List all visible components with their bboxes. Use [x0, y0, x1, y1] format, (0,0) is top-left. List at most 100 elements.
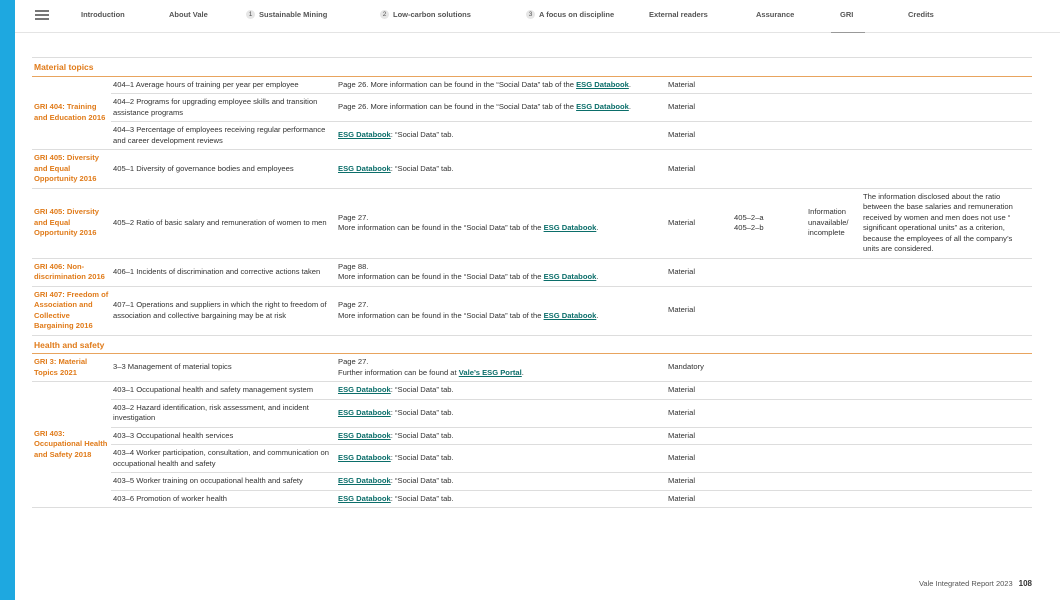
nav-label: About Vale: [169, 10, 208, 19]
gri-standard: GRI 407: Freedom of Association and Coll…: [32, 286, 111, 336]
side-strip: [0, 0, 15, 600]
text: : “Social Data” tab.: [390, 163, 454, 173]
text: Page 26. More information can be found i…: [338, 79, 577, 89]
text: .: [628, 79, 631, 89]
material: Mandatory: [666, 353, 732, 382]
location-line: More information can be found in the “So…: [338, 272, 664, 283]
text: : “Social Data” tab.: [390, 493, 454, 503]
table-row: GRI 407: Freedom of Association and Coll…: [32, 286, 1033, 336]
nav-item[interactable]: 2 Low-carbon solutions: [380, 10, 471, 19]
disclosure: 407–1 Operations and suppliers in which …: [111, 286, 336, 336]
table-row: 404–2 Programs for upgrading employee sk…: [32, 93, 1033, 122]
reason: [806, 121, 861, 150]
text: More information can be found in the “So…: [338, 310, 544, 320]
location: ESG Databook: “Social Data” tab.: [336, 490, 666, 508]
link[interactable]: ESG Databook: [543, 310, 597, 320]
material: Material: [666, 258, 732, 287]
reason: [806, 472, 861, 491]
text: More information can be found in the “So…: [338, 223, 544, 232]
disclosure: 406–1 Incidents of discrimination and co…: [111, 258, 336, 287]
nav-item[interactable]: About Vale: [169, 10, 208, 19]
material: Material: [666, 149, 732, 189]
section-title: Material topics: [32, 57, 1033, 77]
menu-button[interactable]: [35, 10, 49, 20]
omission: [732, 490, 806, 508]
link[interactable]: ESG Databook: [338, 385, 391, 394]
location-line: More information can be found in the “So…: [338, 223, 664, 234]
text: Page 27.: [338, 357, 369, 366]
nav-item[interactable]: Credits: [908, 10, 934, 19]
link[interactable]: ESG Databook: [338, 163, 391, 173]
nav-label: Low-carbon solutions: [393, 10, 471, 19]
table-row: GRI 403: Occupational Health and Safety …: [32, 381, 1033, 508]
text: .: [521, 367, 524, 377]
link[interactable]: ESG Databook: [576, 102, 629, 112]
link[interactable]: ESG Databook: [576, 79, 629, 89]
material: Material: [666, 188, 732, 259]
location: ESG Databook: “Social Data” tab.: [336, 444, 666, 473]
link[interactable]: ESG Databook: [338, 407, 391, 417]
disclosure: 404–1 Average hours of training per year…: [111, 76, 336, 94]
location-line: Page 27.: [338, 357, 664, 368]
explanation: The information disclosed about the rati…: [861, 188, 1033, 259]
link[interactable]: ESG Databook: [338, 430, 391, 440]
text: .: [596, 310, 599, 320]
nav-item[interactable]: Assurance: [756, 10, 794, 19]
location-line: ESG Databook: “Social Data” tab.: [338, 431, 664, 442]
reason: [806, 399, 861, 428]
link[interactable]: Vale’s ESG Portal: [458, 367, 522, 377]
table-row: 403–3 Occupational health services ESG Da…: [32, 427, 1033, 445]
text: : “Social Data” tab.: [390, 476, 454, 485]
material: Material: [666, 286, 732, 336]
omission: [732, 258, 806, 287]
link[interactable]: ESG Databook: [338, 493, 391, 503]
text: : “Social Data” tab.: [390, 430, 454, 440]
omission: [732, 353, 806, 382]
reason: [806, 76, 861, 94]
footer: Vale Integrated Report 2023 108: [919, 579, 1032, 588]
material: Material: [666, 472, 732, 491]
location-line: Page 88.: [338, 262, 664, 273]
gri-standard: GRI 404: Training and Education 2016: [32, 76, 111, 150]
nav-label: Sustainable Mining: [259, 10, 328, 19]
gri-standard: GRI 405: Diversity and Equal Opportunity…: [32, 188, 111, 259]
disclosure: 404–2 Programs for upgrading employee sk…: [111, 93, 336, 122]
location-line: Page 26. More information can be found i…: [338, 102, 664, 113]
reason: [806, 490, 861, 508]
explanation: [861, 444, 1033, 473]
explanation: [861, 149, 1033, 189]
material: Material: [666, 76, 732, 94]
nav-item[interactable]: 3 A focus on discipline: [526, 10, 614, 19]
link[interactable]: ESG Databook: [543, 223, 597, 232]
table-row: GRI 406: Non-discrimination 2016 406–1 In…: [32, 258, 1033, 287]
disclosure: 403–5 Worker training on occupational he…: [111, 472, 336, 491]
omission-item: 405–2–a: [734, 212, 764, 222]
explanation: [861, 427, 1033, 445]
nav-item[interactable]: GRI: [830, 10, 867, 33]
nav-item[interactable]: External readers: [649, 10, 708, 19]
link[interactable]: ESG Databook: [338, 130, 391, 140]
material: Material: [666, 93, 732, 122]
nav-item[interactable]: Introduction: [81, 10, 125, 19]
nav-label: Assurance: [756, 10, 795, 19]
disclosure: 3–3 Management of material topics: [111, 353, 336, 382]
link[interactable]: ESG Databook: [338, 453, 391, 463]
report-name: Vale Integrated Report 2023: [918, 579, 1013, 588]
link[interactable]: ESG Databook: [338, 476, 391, 485]
disclosure: 403–4 Worker participation, consultation…: [111, 444, 336, 473]
location-line: Page 26. More information can be found i…: [338, 80, 664, 91]
location-line: ESG Databook: “Social Data” tab.: [338, 408, 664, 419]
link[interactable]: ESG Databook: [543, 272, 597, 281]
location-line: ESG Databook: “Social Data” tab.: [338, 494, 664, 505]
disclosure: 403–3 Occupational health services: [111, 427, 336, 445]
location-line: ESG Databook: “Social Data” tab.: [338, 385, 664, 396]
location: Page 26. More information can be found i…: [336, 76, 666, 94]
section-row: Material topics: [32, 57, 1033, 77]
disclosure: 405–1 Diversity of governance bodies and…: [111, 149, 336, 189]
nav-label: Introduction: [81, 10, 125, 19]
gri-standard: GRI 405: Diversity and Equal Opportunity…: [32, 149, 111, 189]
reason: [806, 286, 861, 336]
table-row: 403–2 Hazard identification, risk assess…: [32, 399, 1033, 428]
disclosure: 404–3 Percentage of employees receiving …: [111, 121, 336, 150]
nav-item[interactable]: 1 Sustainable Mining: [246, 10, 327, 19]
